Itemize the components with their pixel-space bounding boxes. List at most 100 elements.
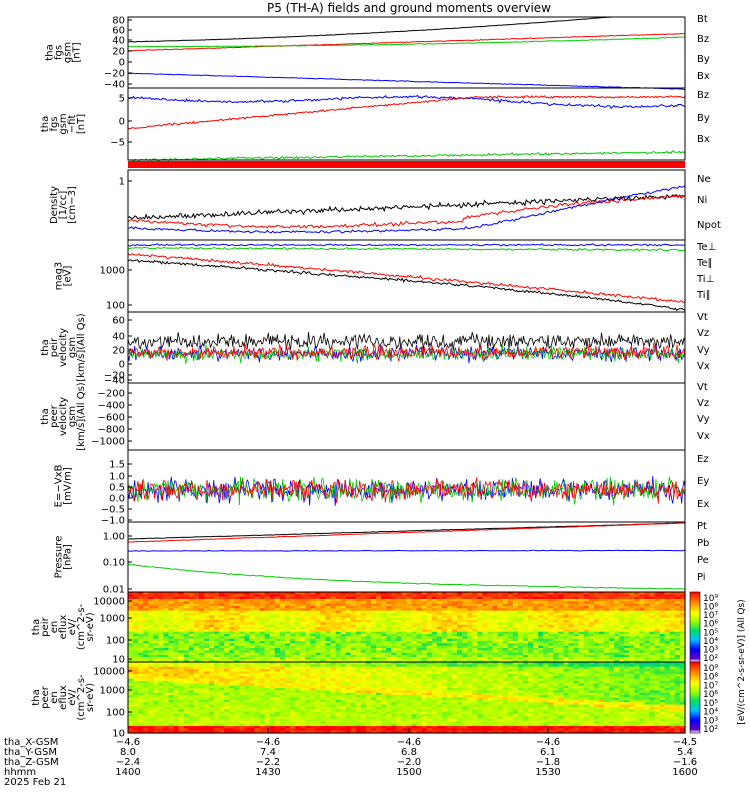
peer_spec-pixel bbox=[173, 730, 180, 734]
peer_spec-pixel bbox=[188, 692, 195, 696]
peir_spec-pixel bbox=[295, 638, 301, 642]
peir_spec-pixel bbox=[431, 648, 438, 651]
peir_spec-pixel bbox=[153, 659, 159, 663]
peir_spec-pixel bbox=[371, 659, 377, 663]
peir_spec-pixel bbox=[249, 638, 256, 642]
peer_spec-pixel bbox=[371, 716, 377, 720]
peir_spec-pixel bbox=[386, 601, 392, 605]
peir_spec-pixel bbox=[563, 613, 570, 616]
peir_spec-pixel bbox=[406, 613, 413, 616]
peer_spec-pixel bbox=[219, 728, 225, 732]
peer_spec-pixel bbox=[138, 711, 144, 715]
peir_spec-pixel bbox=[188, 650, 195, 654]
peir_spec-pixel bbox=[497, 657, 504, 661]
peer_spec-pixel bbox=[178, 723, 185, 727]
peir_spec-pixel bbox=[325, 610, 332, 614]
peer_spec-pixel bbox=[335, 676, 342, 680]
peer_spec-pixel bbox=[158, 692, 165, 696]
peir_spec-pixel bbox=[679, 592, 686, 595]
peer_spec-pixel bbox=[335, 714, 342, 718]
peer_spec-pixel bbox=[168, 671, 175, 675]
peer_spec-pixel bbox=[219, 690, 225, 694]
peer_spec-pixel bbox=[345, 704, 352, 708]
peir_spec-pixel bbox=[639, 596, 646, 600]
peir_spec-pixel bbox=[183, 615, 190, 619]
peer_spec-pixel bbox=[381, 690, 387, 694]
peer_spec-pixel bbox=[239, 695, 246, 699]
peer_spec-pixel bbox=[279, 688, 286, 691]
peir_spec-pixel bbox=[553, 650, 559, 654]
peir_spec-pixel bbox=[193, 627, 200, 630]
peer_spec-pixel bbox=[158, 723, 165, 727]
peir_spec-pixel bbox=[330, 624, 337, 628]
peir_spec-pixel bbox=[193, 645, 200, 649]
peir_spec-pixel bbox=[315, 603, 322, 607]
peir_spec-pixel bbox=[193, 603, 200, 607]
peer_spec-pixel bbox=[193, 662, 200, 665]
peer_spec-pixel bbox=[229, 723, 235, 727]
peir_spec-pixel bbox=[188, 608, 195, 612]
peir_spec-pixel bbox=[507, 655, 514, 658]
peir_spec-pixel bbox=[619, 622, 625, 626]
peir_spec-pixel bbox=[345, 608, 352, 612]
peir_spec-pixel bbox=[507, 652, 514, 656]
peir_spec-pixel bbox=[153, 631, 159, 635]
peir_spec-pixel bbox=[133, 622, 139, 626]
peir_spec-pixel bbox=[204, 594, 210, 598]
peer_spec-pixel bbox=[274, 688, 281, 691]
peir_spec-pixel bbox=[674, 650, 681, 654]
peir_spec-pixel bbox=[634, 613, 641, 616]
peir_spec-pixel bbox=[340, 641, 347, 644]
peer_spec-pixel bbox=[204, 723, 210, 727]
peir_spec-pixel bbox=[285, 599, 291, 602]
peir_spec-pixel bbox=[406, 652, 413, 656]
peir_spec-pixel bbox=[634, 622, 641, 626]
peer_spec-pixel bbox=[355, 725, 362, 729]
peer_spec-pixel bbox=[325, 669, 332, 673]
peir_spec-pixel bbox=[523, 592, 529, 595]
peir_spec-pixel bbox=[163, 617, 170, 621]
peer_spec-pixel bbox=[355, 709, 362, 713]
peir_spec-pixel bbox=[674, 599, 681, 602]
peir_spec-pixel bbox=[523, 622, 529, 626]
peir_spec-pixel bbox=[173, 603, 180, 607]
peer_spec-pixel bbox=[244, 721, 251, 725]
peir_spec-pixel bbox=[224, 624, 230, 628]
peir_spec-pixel bbox=[138, 634, 144, 637]
peer_spec-pixel bbox=[396, 673, 403, 677]
peir_spec-pixel bbox=[300, 610, 306, 614]
peir_spec-pixel bbox=[254, 648, 261, 651]
peir_spec-pixel bbox=[371, 617, 377, 621]
peir_spec-pixel bbox=[386, 617, 392, 621]
peer_spec-pixel bbox=[345, 721, 352, 725]
peir_spec-pixel bbox=[279, 606, 286, 609]
peer_spec-pixel bbox=[153, 709, 159, 713]
peer_spec-pixel bbox=[285, 716, 291, 720]
peir_spec-pixel bbox=[543, 592, 549, 595]
peir_spec-pixel bbox=[507, 636, 514, 640]
peir_spec-pixel bbox=[487, 659, 494, 663]
peir_spec-pixel bbox=[436, 606, 443, 609]
peir_spec-pixel bbox=[553, 594, 559, 598]
peir_spec-pixel bbox=[214, 634, 220, 637]
peer_spec-pixel bbox=[305, 699, 311, 703]
peir_spec-pixel bbox=[593, 627, 600, 630]
peir_spec-pixel bbox=[254, 622, 261, 626]
peir_spec-pixel bbox=[629, 601, 635, 605]
peir_spec-pixel bbox=[300, 645, 306, 649]
peir_spec-pixel bbox=[269, 601, 276, 605]
peir_spec-pixel bbox=[396, 596, 403, 600]
peer_spec-pixel bbox=[204, 683, 210, 687]
peir_spec-pixel bbox=[543, 638, 549, 642]
peer_spec-pixel bbox=[376, 711, 382, 715]
peer_spec-pixel bbox=[219, 683, 225, 687]
peir_spec-pixel bbox=[411, 629, 418, 633]
peir_spec-pixel bbox=[639, 620, 646, 623]
peer_spec-pixel bbox=[305, 666, 311, 670]
peer_spec-pixel bbox=[259, 683, 266, 687]
peir_spec-pixel bbox=[431, 631, 438, 635]
peer_spec-pixel bbox=[290, 676, 296, 680]
peir_spec-pixel bbox=[391, 599, 397, 602]
peer_spec-pixel bbox=[391, 664, 397, 668]
peir_spec-pixel bbox=[325, 596, 332, 600]
